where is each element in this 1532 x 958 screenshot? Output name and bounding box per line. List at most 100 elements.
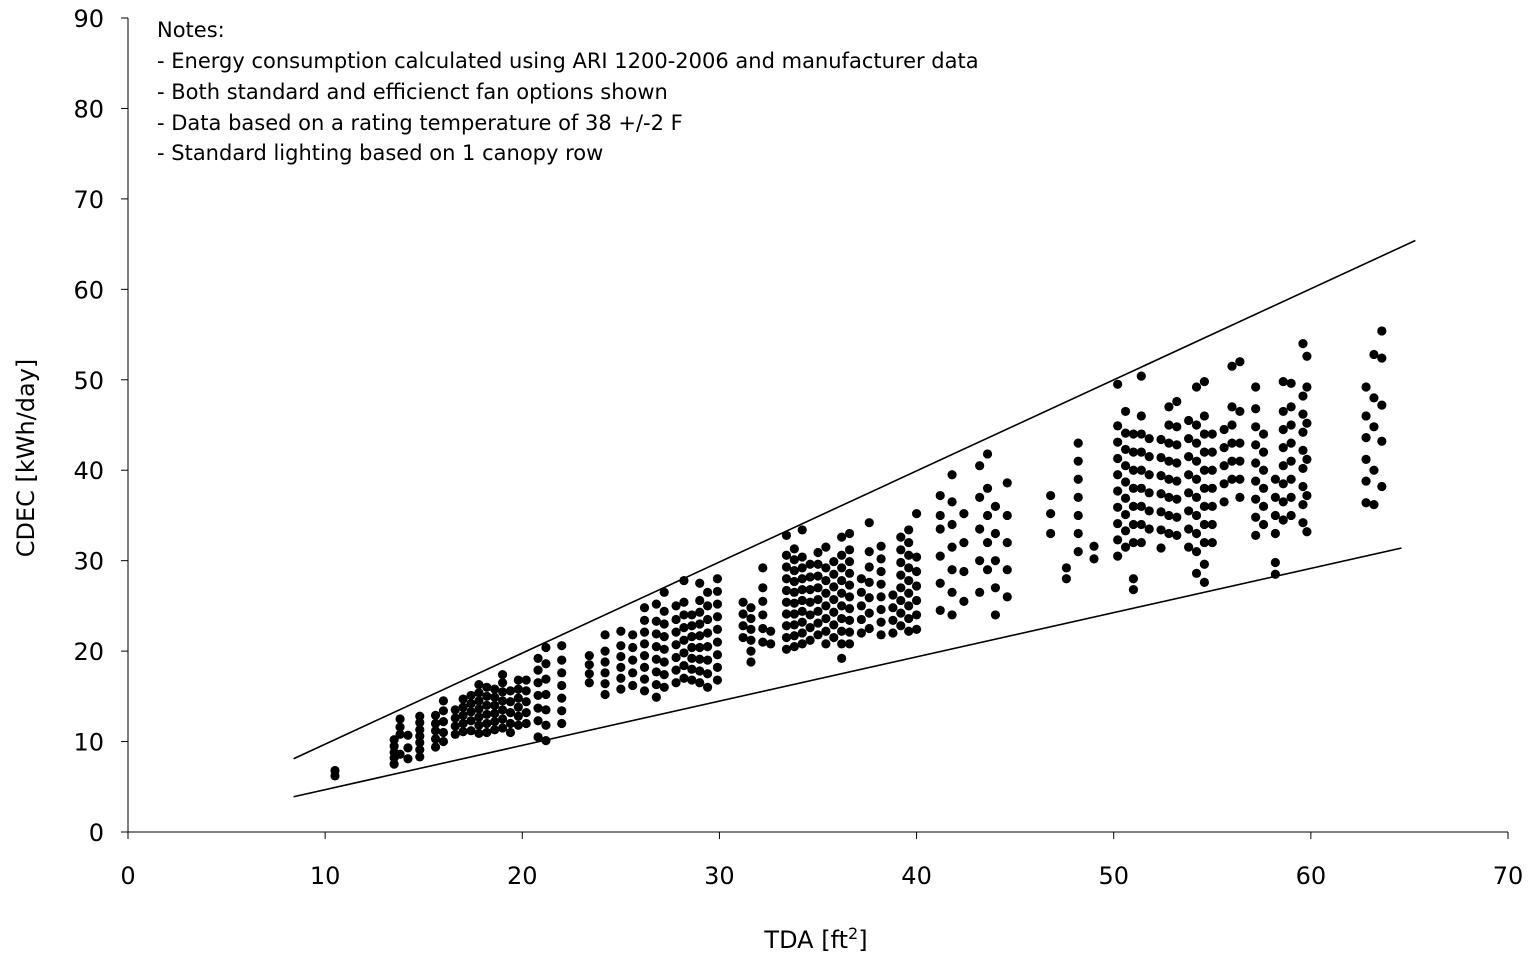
data-point: [1377, 326, 1387, 336]
data-point: [1298, 445, 1308, 455]
data-point: [703, 655, 713, 665]
data-point: [789, 576, 799, 587]
data-point: [1164, 492, 1174, 502]
data-point: [533, 690, 543, 701]
data-point: [458, 710, 468, 720]
data-point: [821, 575, 831, 586]
data-point: [651, 599, 661, 609]
data-point: [513, 684, 523, 694]
data-point: [911, 581, 922, 591]
data-point: [616, 651, 626, 662]
data-point: [695, 595, 705, 606]
data-point: [671, 652, 681, 663]
data-point: [829, 594, 839, 605]
data-point: [896, 608, 906, 618]
data-point: [1235, 357, 1245, 367]
data-point: [1073, 438, 1083, 448]
data-point: [403, 730, 413, 740]
data-point: [1251, 494, 1261, 504]
data-point: [876, 604, 886, 615]
data-point: [797, 525, 807, 535]
data-point: [864, 518, 874, 528]
data-point: [864, 593, 874, 603]
data-point: [1073, 547, 1083, 557]
data-point: [687, 621, 697, 631]
data-point: [758, 596, 768, 606]
data-point: [781, 644, 792, 654]
data-point: [1191, 474, 1202, 484]
data-point: [482, 718, 492, 729]
data-point: [837, 532, 847, 542]
data-point: [864, 547, 874, 557]
y-tick-label: 50: [73, 367, 104, 395]
data-point: [671, 665, 681, 675]
data-point: [766, 626, 776, 636]
notes-box: Notes: - Energy consumption calculated u…: [157, 18, 979, 165]
data-point: [466, 726, 476, 736]
data-point: [959, 537, 969, 548]
data-point: [1184, 542, 1194, 552]
data-point: [789, 555, 799, 565]
data-point: [505, 718, 516, 729]
data-point: [695, 678, 705, 688]
data-point: [1120, 406, 1131, 417]
data-point: [1251, 476, 1261, 486]
data-point: [616, 662, 626, 672]
data-point: [1258, 519, 1269, 530]
data-point: [541, 674, 551, 684]
data-point: [1361, 476, 1371, 486]
x-tick-label: 40: [901, 862, 932, 890]
data-point: [474, 704, 484, 714]
data-point: [1270, 557, 1280, 568]
data-point: [1219, 479, 1229, 489]
data-point: [1128, 585, 1139, 595]
data-point: [1377, 400, 1387, 410]
data-point: [911, 624, 922, 635]
data-point: [1286, 378, 1296, 388]
data-point: [712, 574, 723, 584]
data-point: [1199, 501, 1209, 511]
data-point: [876, 579, 886, 589]
notes-line: - Both standard and efficienct fan optio…: [157, 80, 668, 104]
data-point: [505, 708, 516, 718]
data-point: [904, 626, 914, 636]
data-point: [789, 620, 799, 630]
data-point: [1278, 497, 1288, 507]
data-point: [805, 559, 815, 569]
data-point: [896, 583, 906, 593]
data-point: [1128, 574, 1139, 584]
data-point: [533, 732, 543, 742]
data-point: [982, 565, 993, 575]
data-point: [1251, 422, 1261, 432]
data-point: [990, 583, 1001, 593]
data-point: [947, 497, 957, 507]
data-point: [712, 599, 723, 609]
data-point: [513, 720, 523, 730]
data-point: [1120, 509, 1131, 520]
data-point: [844, 615, 855, 625]
data-point: [671, 640, 681, 650]
data-point: [557, 641, 567, 651]
data-point: [695, 578, 705, 588]
data-point: [1270, 492, 1280, 502]
data-point: [687, 664, 697, 674]
data-point: [1120, 461, 1131, 471]
data-point: [1156, 507, 1166, 517]
data-point: [1164, 420, 1174, 430]
data-point: [703, 669, 713, 679]
data-point: [821, 588, 831, 598]
data-point: [651, 616, 661, 626]
data-point: [844, 580, 855, 590]
data-point: [864, 577, 874, 587]
data-point: [1128, 519, 1139, 530]
data-point: [1235, 492, 1245, 502]
data-point: [482, 691, 492, 701]
data-point: [896, 557, 906, 568]
data-point: [1302, 527, 1312, 537]
data-point: [1156, 471, 1166, 481]
data-point: [1128, 537, 1139, 548]
data-point: [659, 587, 669, 597]
data-point: [1113, 437, 1123, 447]
data-point: [513, 693, 523, 703]
